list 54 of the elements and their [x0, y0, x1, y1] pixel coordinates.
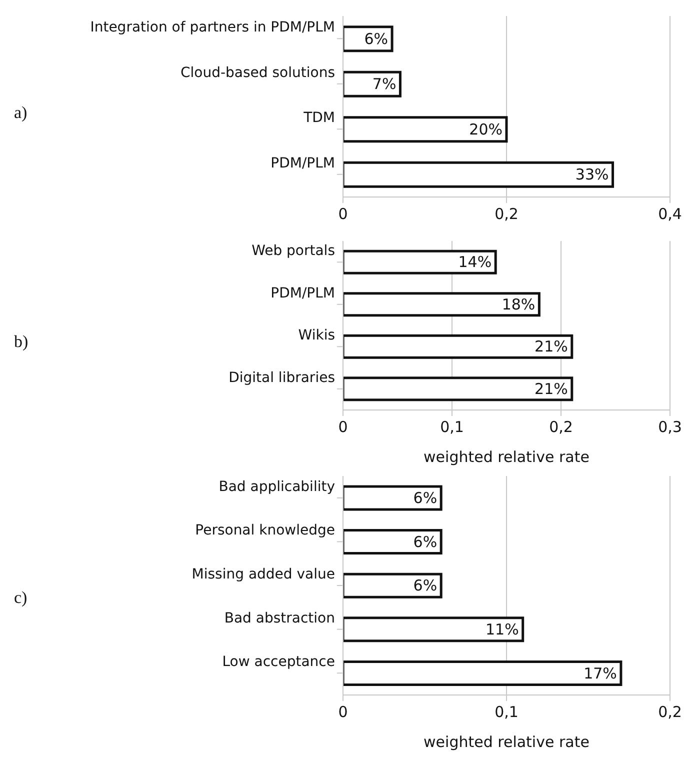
y-tick-label: Cloud-based solutions [180, 64, 335, 81]
bar [343, 161, 614, 188]
y-tick-label: Low acceptance [222, 654, 335, 670]
text: b) [14, 332, 28, 352]
y-tick-label: Web portals [252, 243, 335, 260]
x-tick-label: 0 [338, 205, 348, 223]
x-tick-label: 0 [338, 703, 348, 721]
data-label: 6% [364, 30, 388, 48]
data-label: 6% [413, 532, 438, 551]
data-label: 11% [486, 620, 519, 639]
y-tick-label: Digital libraries [228, 370, 335, 386]
bar [343, 485, 442, 511]
data-label: 6% [413, 576, 438, 595]
data-label: 20% [469, 120, 502, 138]
bar [343, 292, 540, 317]
y-tick-label: Wikis [298, 328, 335, 344]
x-tick-label: 0,1 [440, 418, 464, 436]
x-axis-title: weighted relative rate [424, 733, 590, 751]
y-tick-label: Missing added value [192, 566, 335, 582]
data-label: 33% [575, 166, 609, 184]
bar [343, 572, 442, 598]
y-tick-label: PDM/PLM [270, 155, 335, 172]
x-tick-label: 0,4 [658, 205, 682, 223]
bar [343, 26, 394, 52]
text: a) [14, 102, 28, 122]
x-tick-label: 0,3 [658, 418, 682, 436]
x-tick-label: 0,2 [549, 418, 573, 436]
data-label: 21% [534, 338, 568, 356]
data-label: 14% [458, 253, 492, 272]
data-label: 7% [372, 75, 396, 94]
x-tick-label: 0,1 [494, 703, 518, 721]
x-tick-label: 0,2 [658, 703, 682, 721]
data-label: 18% [502, 295, 536, 314]
bar [343, 376, 574, 402]
x-tick-label: 0,2 [494, 205, 518, 223]
y-tick-label: Bad abstraction [224, 610, 335, 626]
x-axis-title: weighted relative rate [424, 448, 590, 466]
y-tick-label: Personal knowledge [195, 522, 335, 539]
y-tick-label: TDM [302, 110, 335, 126]
y-tick-label: Integration of partners in PDM/PLM [90, 20, 335, 36]
data-label: 17% [584, 664, 617, 682]
bar [343, 529, 442, 555]
y-tick-label: PDM/PLM [270, 285, 335, 302]
text: c) [14, 588, 28, 608]
x-tick-label: 0 [338, 418, 348, 436]
bar [343, 250, 497, 274]
data-label: 6% [413, 489, 438, 508]
bar [343, 70, 402, 98]
bar [343, 660, 622, 686]
y-tick-label: Bad applicability [218, 478, 335, 495]
bar [343, 334, 574, 359]
bar [343, 116, 508, 143]
bar [343, 616, 524, 642]
data-label: 21% [534, 380, 568, 398]
